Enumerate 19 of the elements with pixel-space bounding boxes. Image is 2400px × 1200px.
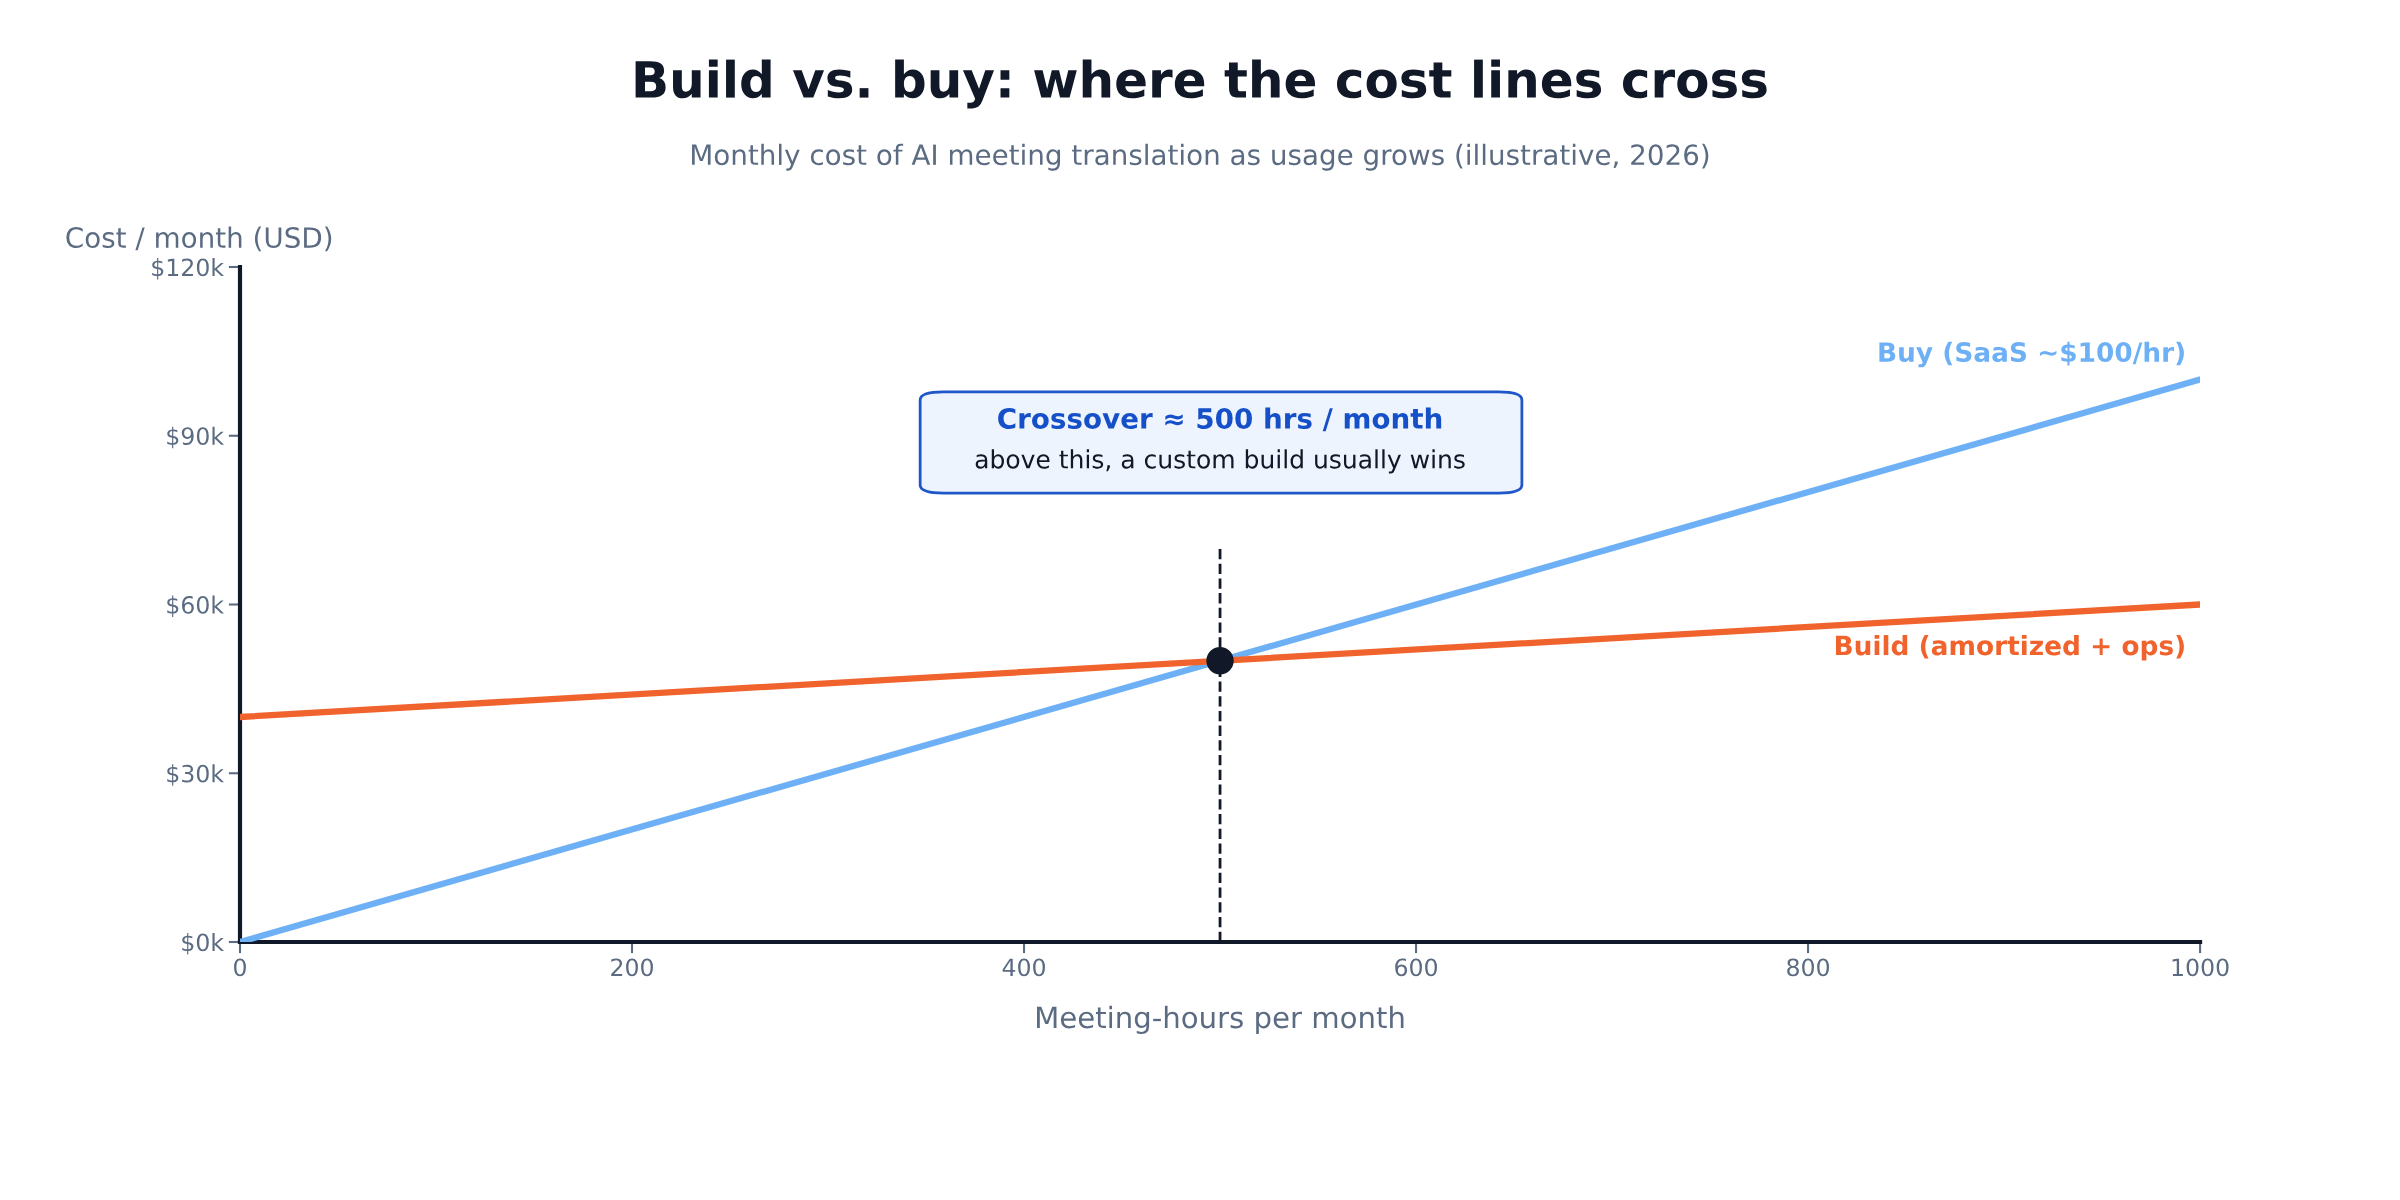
x-tick-label: 400	[1002, 958, 1045, 977]
y-tick-label: $90k	[167, 426, 224, 449]
chart-title: Build vs. buy: where the cost lines cross	[635, 59, 1767, 109]
y-tick-label: $60k	[167, 595, 224, 617]
y-tick-label: $120k	[152, 258, 224, 280]
x-tick-label: 1000	[2172, 958, 2229, 977]
chart-subtitle: Monthly cost of AI meeting translation as usage grows (illustrative, 2026)	[692, 143, 1709, 171]
series-label: Buy (SaaS ~$100/hr)	[1879, 341, 2184, 368]
series-label: Build (amortized + ops)	[1835, 635, 2184, 661]
annotation: Crossover ≈ 500 hrs / month	[998, 407, 1442, 432]
x-tick-label: 200	[611, 958, 653, 977]
y-tick-label: $30k	[167, 764, 224, 786]
annotation: above this, a custom build usually wins	[975, 449, 1465, 474]
y-tick-label: $0k	[182, 933, 224, 955]
x-axis-title: Meeting-hours per month	[1037, 1005, 1404, 1035]
x-tick-label: 600	[1395, 958, 1438, 977]
x-tick-label: 0	[234, 958, 246, 977]
x-tick-label: 800	[1787, 958, 1830, 977]
y-axis-title: Cost / month (USD)	[66, 226, 332, 252]
